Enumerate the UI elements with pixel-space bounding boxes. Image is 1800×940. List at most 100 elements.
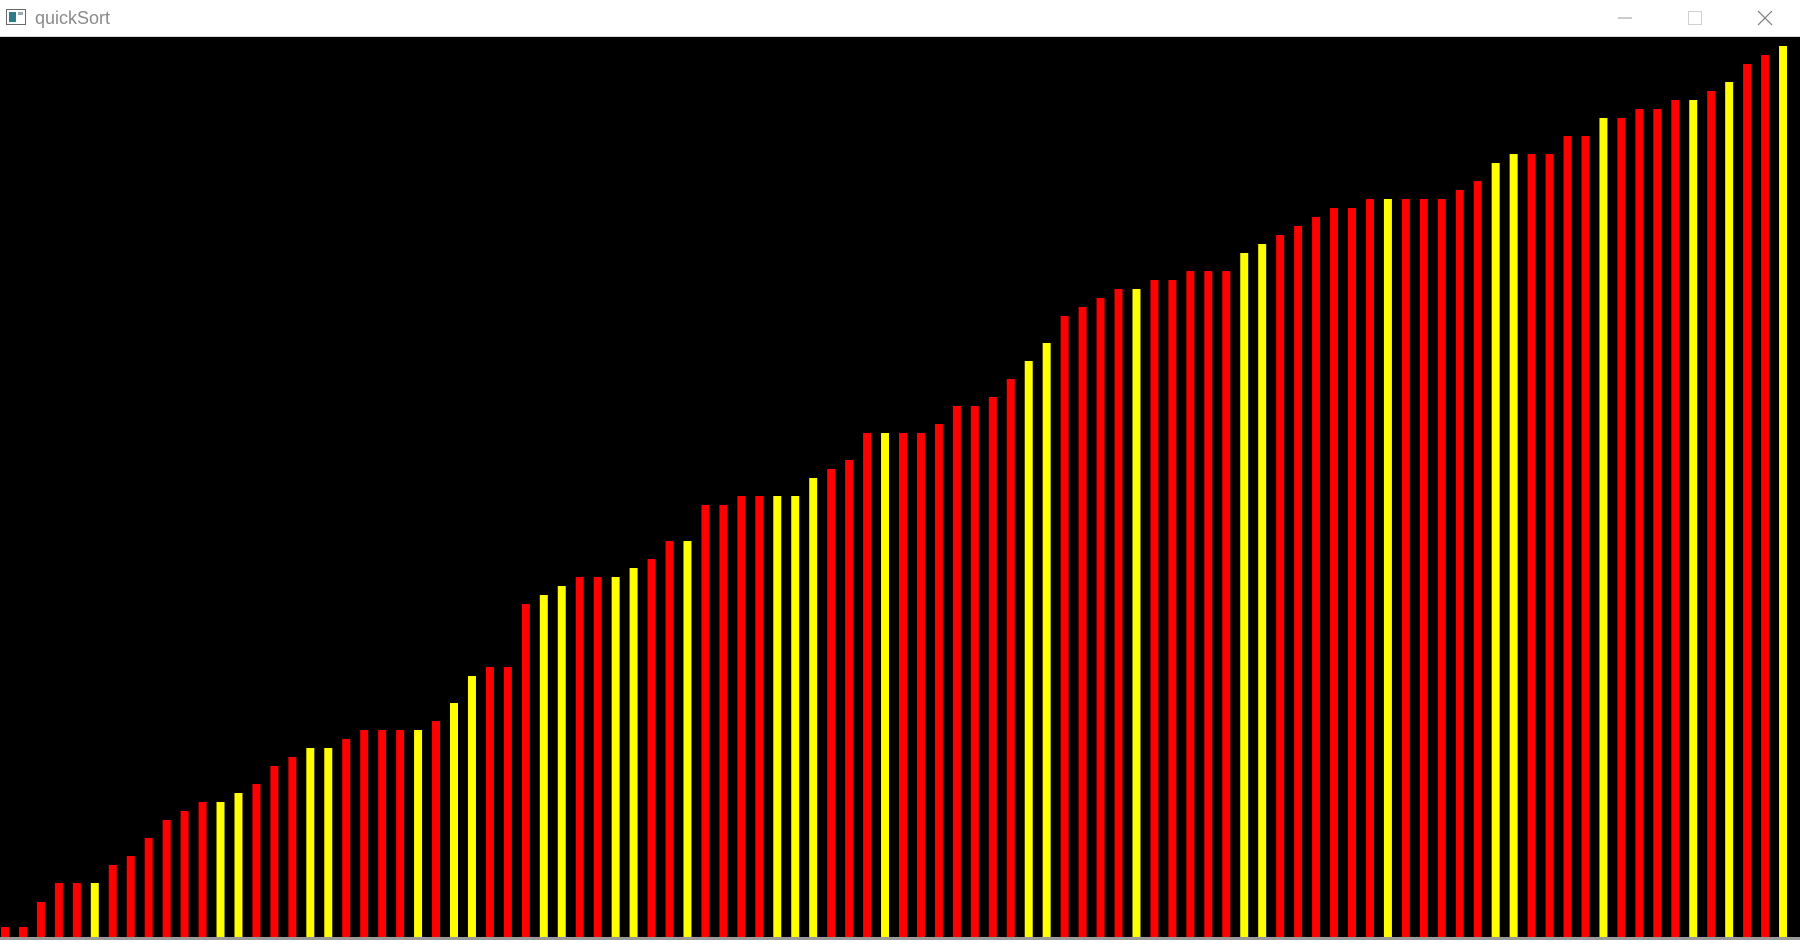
bar-17 <box>306 748 315 937</box>
bar-68 <box>1222 271 1231 937</box>
bar-37 <box>665 541 674 937</box>
bar-44 <box>791 496 800 937</box>
bar-33 <box>593 577 602 937</box>
bar-52 <box>934 424 943 937</box>
bar-3 <box>54 883 63 937</box>
bar-61 <box>1096 298 1105 937</box>
bar-81 <box>1455 190 1464 937</box>
sort-visualization-canvas <box>1 37 1799 937</box>
close-icon <box>1757 10 1773 26</box>
app-window-icon[interactable] <box>6 9 26 25</box>
bar-28 <box>503 667 512 937</box>
bar-18 <box>324 748 333 937</box>
bar-20 <box>360 730 369 937</box>
bar-41 <box>737 496 746 937</box>
bar-chart <box>1 46 1788 937</box>
minimize-button[interactable] <box>1590 0 1660 36</box>
maximize-button[interactable] <box>1660 0 1730 36</box>
bar-8 <box>144 838 153 937</box>
bar-91 <box>1635 109 1644 937</box>
bar-46 <box>827 469 836 937</box>
bar-39 <box>701 505 710 937</box>
bar-69 <box>1240 253 1249 937</box>
bar-54 <box>970 406 979 937</box>
bar-29 <box>521 604 530 937</box>
title-bar[interactable]: quickSort <box>0 0 1800 37</box>
bar-87 <box>1563 136 1572 937</box>
bar-72 <box>1294 226 1303 937</box>
bar-43 <box>773 496 782 937</box>
bar-23 <box>414 730 423 937</box>
close-button[interactable] <box>1730 0 1800 36</box>
bar-93 <box>1671 100 1680 937</box>
bottom-edge <box>0 937 1800 940</box>
bar-9 <box>162 820 171 937</box>
window-title: quickSort <box>35 8 111 28</box>
bar-16 <box>288 757 297 937</box>
bar-59 <box>1060 316 1069 937</box>
bar-78 <box>1401 199 1410 937</box>
bar-76 <box>1365 199 1374 937</box>
bar-53 <box>952 406 961 937</box>
bar-73 <box>1312 217 1321 937</box>
bar-57 <box>1024 361 1033 937</box>
bar-50 <box>899 433 907 937</box>
bar-94 <box>1689 100 1698 937</box>
bar-66 <box>1186 271 1195 937</box>
bar-96 <box>1725 82 1734 937</box>
bar-63 <box>1132 289 1141 937</box>
bar-84 <box>1509 154 1518 937</box>
bar-27 <box>485 667 494 937</box>
bar-55 <box>988 397 997 937</box>
bar-15 <box>270 766 279 937</box>
bar-5 <box>90 883 99 937</box>
bar-82 <box>1473 181 1482 937</box>
bar-19 <box>342 739 351 937</box>
bar-22 <box>396 730 405 937</box>
bar-38 <box>683 541 692 937</box>
bar-79 <box>1419 199 1428 937</box>
bar-70 <box>1258 244 1267 937</box>
bar-42 <box>755 496 764 937</box>
bar-95 <box>1707 91 1716 937</box>
bar-88 <box>1581 136 1590 937</box>
bar-90 <box>1617 118 1626 937</box>
bar-48 <box>863 433 872 937</box>
bar-89 <box>1599 118 1608 937</box>
bar-6 <box>108 865 117 937</box>
bar-32 <box>575 577 584 937</box>
bar-12 <box>216 802 225 937</box>
bar-30 <box>539 595 548 937</box>
bar-86 <box>1545 154 1554 937</box>
bar-77 <box>1383 199 1392 937</box>
minimize-icon <box>1618 17 1632 19</box>
bar-92 <box>1653 109 1662 937</box>
bar-35 <box>629 568 638 937</box>
bar-74 <box>1330 208 1339 937</box>
bar-24 <box>432 721 441 937</box>
bar-67 <box>1204 271 1213 937</box>
bar-7 <box>126 856 135 937</box>
bar-98 <box>1761 55 1770 937</box>
bar-60 <box>1078 307 1087 937</box>
bar-11 <box>198 802 207 937</box>
bar-97 <box>1743 64 1752 937</box>
bar-83 <box>1491 163 1500 937</box>
bar-2 <box>36 902 45 937</box>
bar-64 <box>1150 280 1159 937</box>
bar-36 <box>647 559 656 937</box>
bar-21 <box>378 730 387 937</box>
bar-56 <box>1006 379 1015 937</box>
bar-80 <box>1437 199 1446 937</box>
bar-4 <box>72 883 81 937</box>
bar-34 <box>611 577 620 937</box>
bar-75 <box>1348 208 1356 937</box>
bar-47 <box>845 460 854 937</box>
bar-10 <box>180 811 189 937</box>
bar-71 <box>1276 235 1285 937</box>
bar-1 <box>18 927 27 937</box>
bar-40 <box>719 505 728 937</box>
bar-26 <box>467 676 476 937</box>
bar-58 <box>1042 343 1051 937</box>
